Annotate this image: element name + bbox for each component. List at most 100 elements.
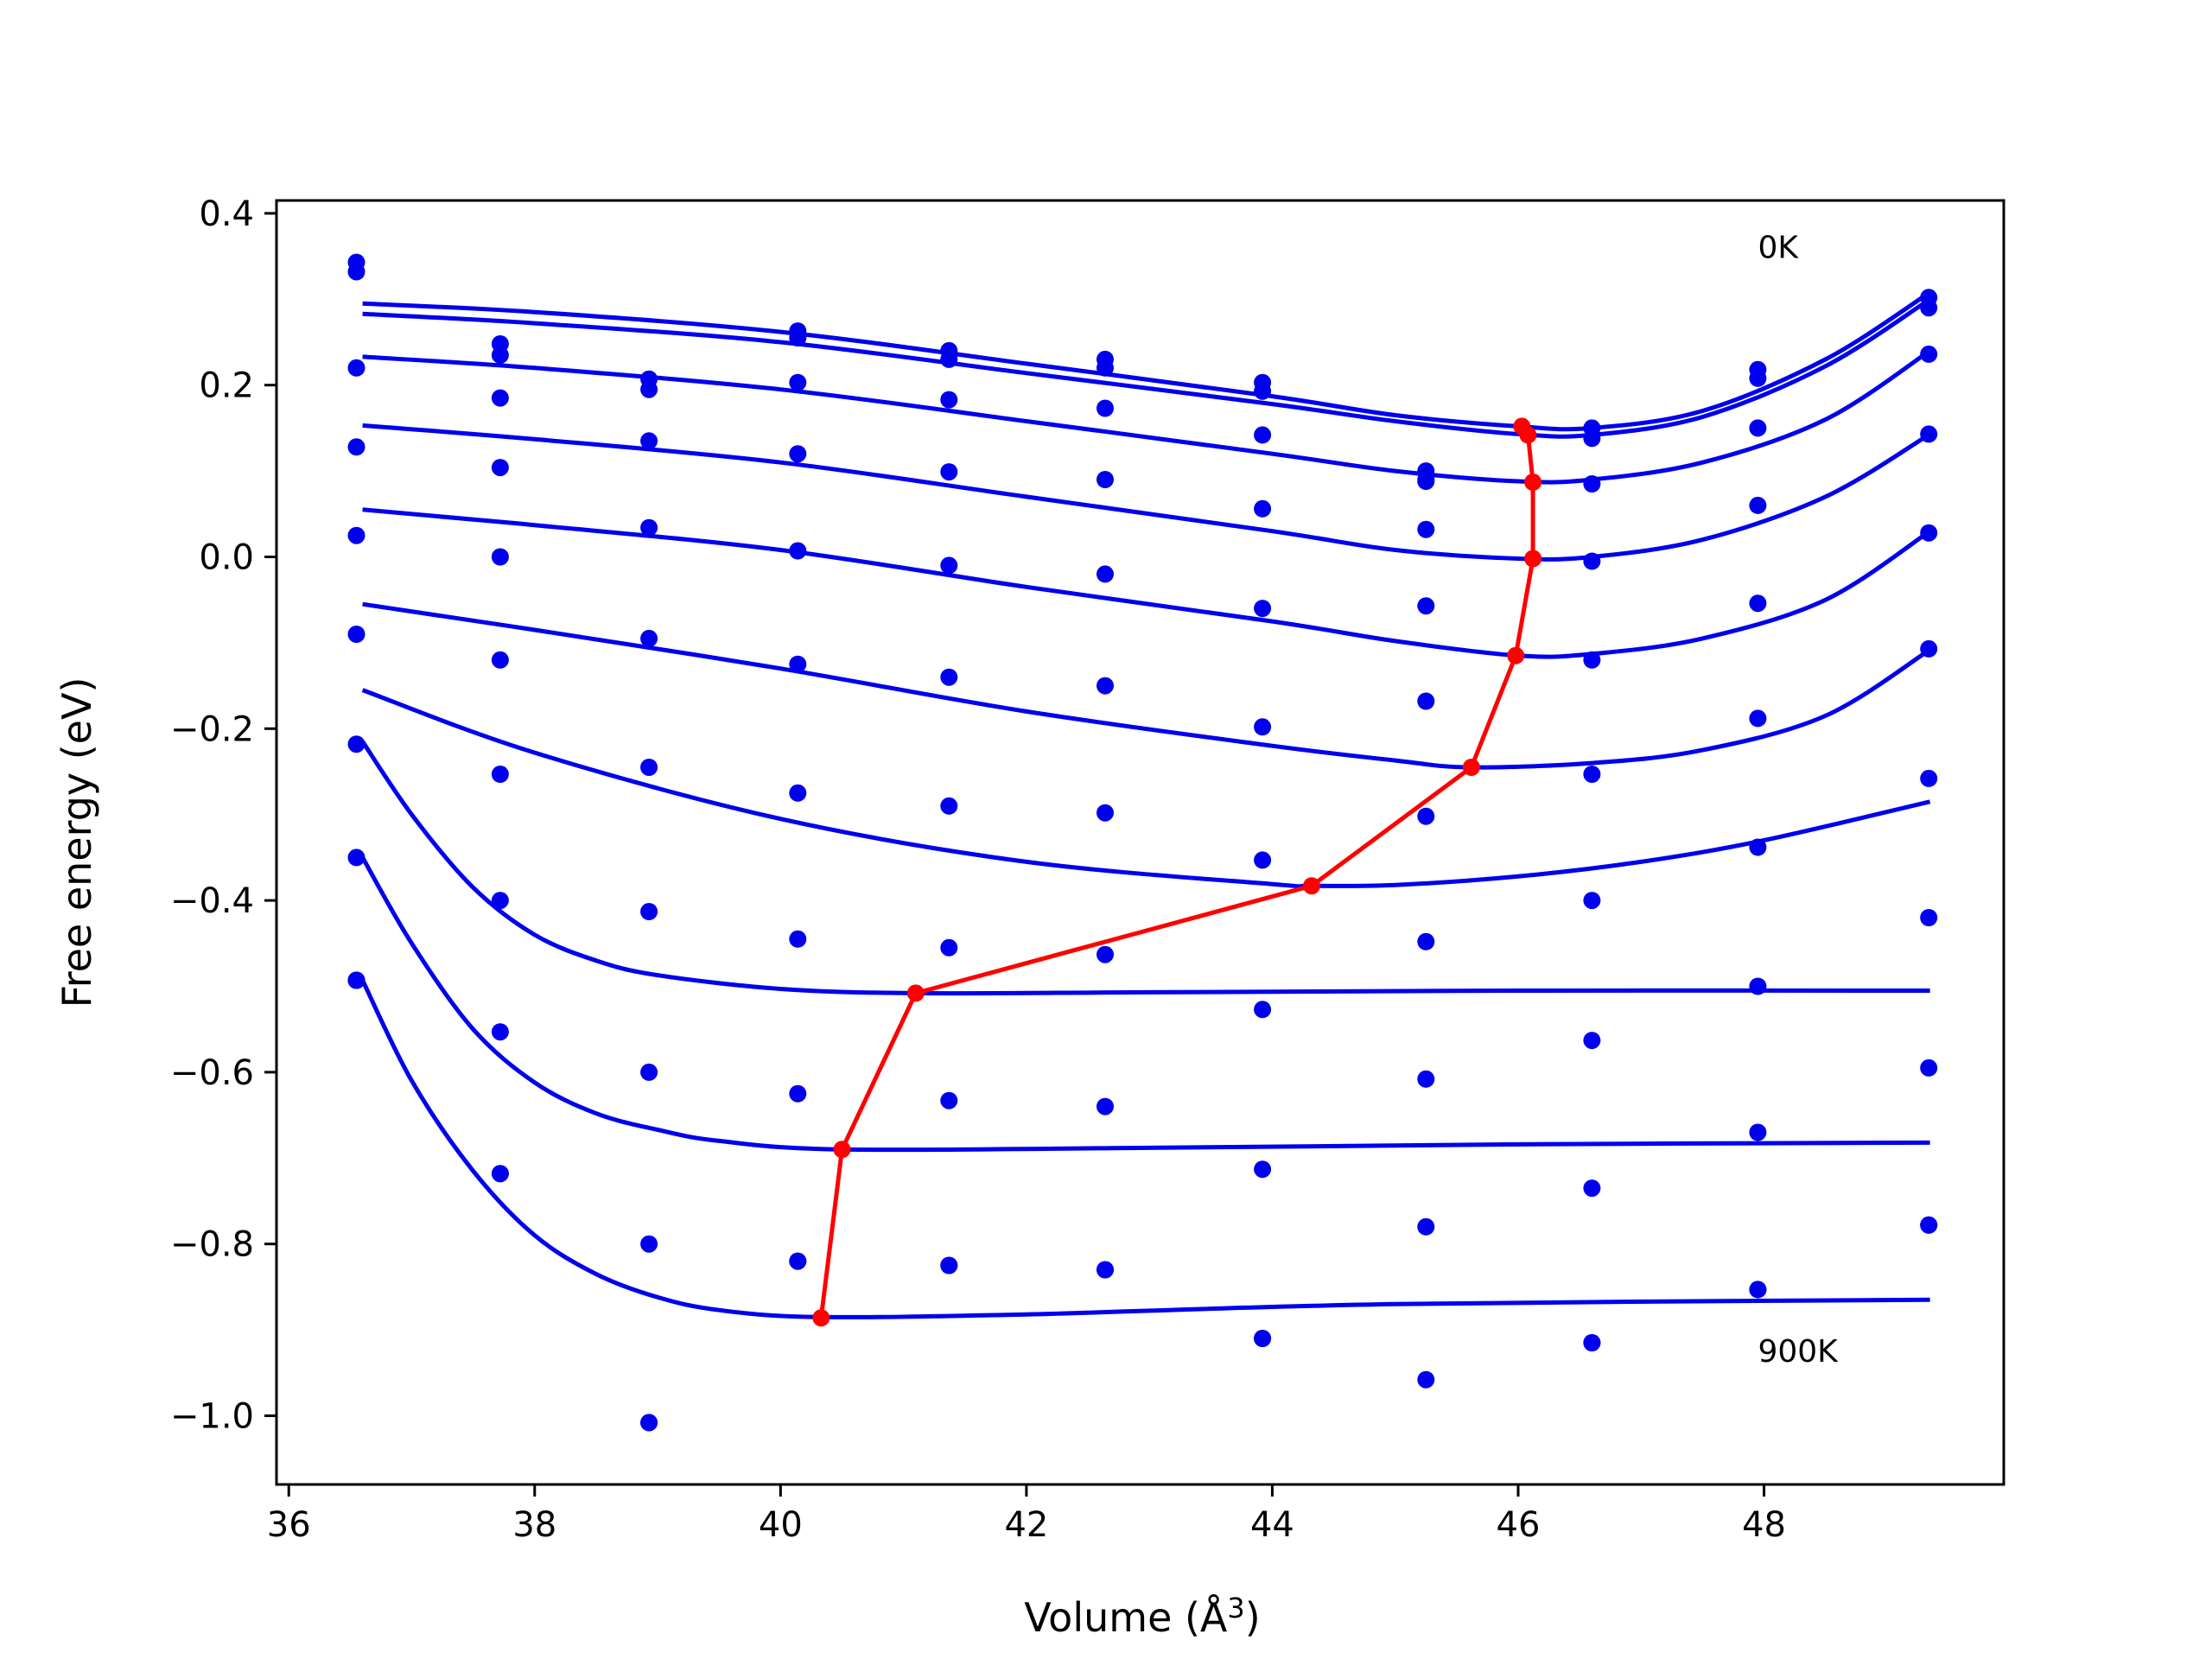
x-axis-label-close: ) <box>1245 1594 1261 1641</box>
data-point <box>347 626 365 643</box>
x-axis-label-superscript: 3 <box>1227 1592 1244 1624</box>
data-point <box>491 389 509 407</box>
data-point <box>789 329 807 346</box>
data-point <box>1749 419 1767 437</box>
data-point <box>1749 977 1767 995</box>
data-point <box>640 903 658 920</box>
data-point <box>1417 1370 1435 1389</box>
minimum-path-point <box>1524 550 1542 568</box>
data-point <box>1254 851 1272 869</box>
minimum-path-point <box>1519 426 1537 444</box>
data-point <box>1583 1334 1601 1351</box>
data-point <box>491 892 509 910</box>
data-point <box>491 459 509 477</box>
minimum-path-point <box>833 1141 851 1159</box>
data-point <box>789 445 807 463</box>
fit-curve-0 <box>362 290 1931 432</box>
data-point <box>1920 639 1938 658</box>
data-point <box>1096 1097 1114 1116</box>
x-axis-ticks: 36 38 40 42 44 46 48 <box>267 1484 1786 1545</box>
y-tick-label: 0.2 <box>199 366 254 406</box>
x-tick-label: 38 <box>512 1505 556 1545</box>
data-point <box>1920 425 1938 443</box>
minimum-path-point <box>812 1309 830 1327</box>
data-point <box>940 668 958 686</box>
data-point <box>1583 892 1601 910</box>
data-point <box>1254 382 1272 400</box>
data-point <box>1096 399 1114 417</box>
data-point <box>1417 692 1435 710</box>
data-point <box>347 526 365 544</box>
data-point <box>1254 426 1272 444</box>
data-point <box>1749 496 1767 514</box>
x-tick-label: 44 <box>1250 1505 1294 1545</box>
fit-curve-8 <box>360 856 1930 1153</box>
data-point <box>789 1252 807 1270</box>
data-point <box>940 350 958 368</box>
data-point <box>640 1235 658 1253</box>
temperature-annotation: 0K <box>1758 231 1799 266</box>
data-point <box>1749 369 1767 387</box>
y-axis-ticks: 0.4 0.2 0.0 −0.2 −0.4 −0.6 −0.8 −1.0 <box>170 194 276 1436</box>
fit-curve-5 <box>362 601 1931 770</box>
minimum-path-point <box>1303 877 1320 895</box>
minimum-path-point <box>1462 759 1480 776</box>
data-point <box>940 556 958 575</box>
fit-curve-9 <box>360 979 1930 1319</box>
data-point <box>491 651 509 669</box>
data-point <box>347 849 365 867</box>
minimum-path-line <box>818 424 1535 1319</box>
data-point <box>940 463 958 481</box>
y-tick-label: 0.4 <box>199 194 254 234</box>
data-point <box>1920 1058 1938 1077</box>
data-point <box>640 759 658 776</box>
data-point <box>1583 475 1601 493</box>
annotations: 0K 900K <box>1758 231 1839 1370</box>
data-point <box>1749 1123 1767 1141</box>
fit-curves <box>360 290 1931 1319</box>
y-tick-label: −0.8 <box>170 1225 254 1265</box>
scatter-points <box>347 253 1938 1432</box>
data-point <box>1096 359 1114 377</box>
minimum-path-point <box>1507 646 1525 664</box>
data-point <box>789 930 807 948</box>
minimum-energy-path <box>812 417 1542 1327</box>
data-point <box>347 263 365 281</box>
data-point <box>1417 932 1435 950</box>
data-point <box>1254 1160 1272 1179</box>
x-tick-label: 46 <box>1497 1505 1541 1545</box>
data-point <box>640 518 658 537</box>
data-point <box>1749 709 1767 728</box>
data-point <box>1749 594 1767 613</box>
y-tick-label: −0.4 <box>170 881 254 921</box>
data-point <box>347 735 365 753</box>
data-point <box>347 438 365 456</box>
minimum-path-point <box>1524 474 1542 491</box>
data-point <box>1096 1261 1114 1279</box>
data-point <box>940 1091 958 1109</box>
data-point <box>1096 945 1114 963</box>
data-point <box>1254 600 1272 618</box>
data-point <box>491 346 509 364</box>
data-point <box>1254 718 1272 736</box>
data-point <box>1583 552 1601 570</box>
fit-curve-1 <box>362 297 1931 439</box>
y-tick-label: −0.6 <box>170 1053 254 1093</box>
data-point <box>1254 1330 1272 1347</box>
data-point <box>940 938 958 957</box>
data-point <box>1920 524 1938 542</box>
data-point <box>1096 677 1114 695</box>
data-point <box>1920 769 1938 787</box>
data-point <box>1920 345 1938 363</box>
data-point <box>640 629 658 647</box>
data-point <box>1920 1216 1938 1234</box>
data-point <box>1583 1032 1601 1050</box>
data-point <box>940 797 958 815</box>
data-point <box>1583 766 1601 783</box>
data-point <box>1417 473 1435 490</box>
fit-curve-6 <box>361 688 1931 889</box>
data-point <box>1417 807 1435 825</box>
data-point <box>1583 1179 1601 1198</box>
x-tick-label: 42 <box>1004 1505 1048 1545</box>
